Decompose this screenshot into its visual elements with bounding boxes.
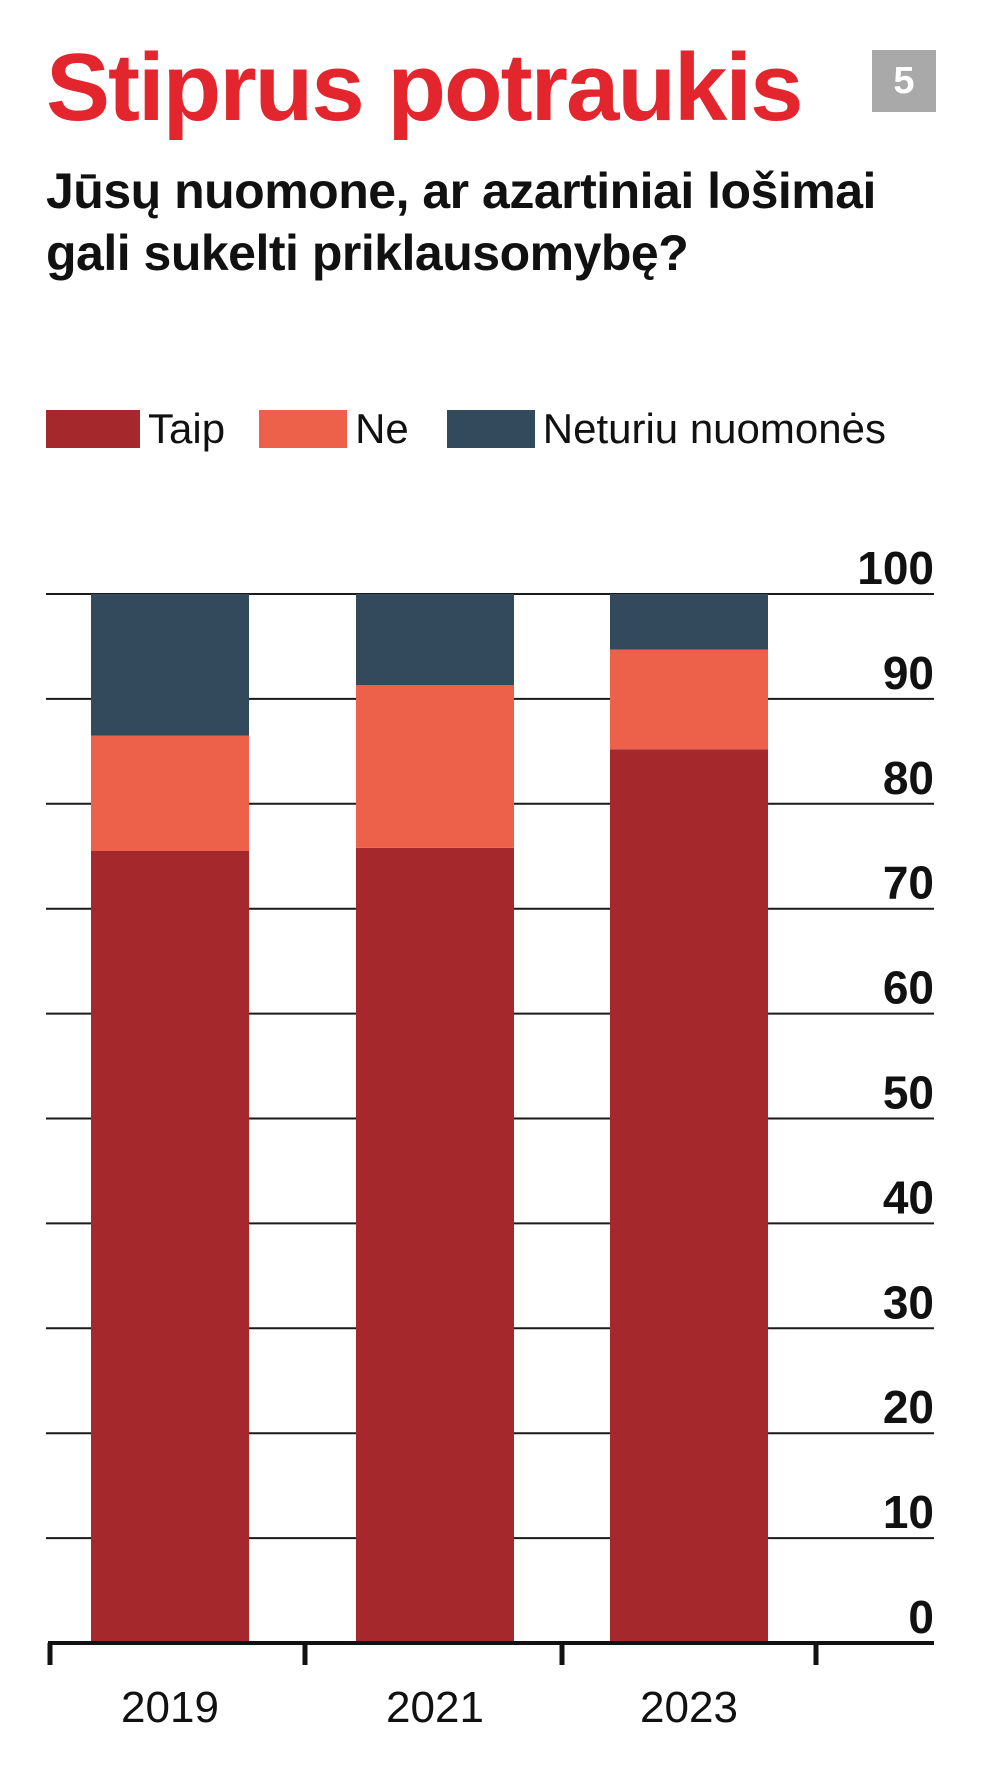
bar-segment [91, 735, 249, 852]
y-tick-label: 100 [857, 542, 934, 594]
y-tick-label: 20 [883, 1381, 934, 1433]
bar-segment [91, 594, 249, 736]
bar-segment [356, 594, 514, 686]
bar-segment [610, 649, 768, 750]
y-tick-label: 30 [883, 1276, 934, 1328]
bar-segment [610, 594, 768, 650]
legend-label-ne: Ne [355, 405, 409, 452]
legend-item-neturiu: Neturiu nuomonės [446, 405, 886, 452]
y-tick-label: 80 [883, 752, 934, 804]
legend-item-taip: Taip [46, 408, 225, 450]
chart-title: Stiprus potraukis [46, 34, 803, 141]
x-tick-label: 2023 [640, 1683, 738, 1732]
legend-item-ne: Ne [259, 408, 409, 450]
x-tick-label: 2021 [386, 1683, 484, 1732]
legend: Taip Ne Neturiu nuomonės [46, 408, 886, 450]
legend-swatch-ne [259, 410, 348, 448]
y-tick-label: 70 [883, 857, 934, 909]
legend-label-neturiu: Neturiu nuomonės [542, 405, 886, 452]
y-tick-label: 40 [883, 1171, 934, 1223]
y-tick-label: 50 [883, 1067, 934, 1119]
bar-segment [91, 851, 249, 1643]
page-number-badge: 5 [872, 50, 936, 112]
y-tick-label: 0 [908, 1591, 934, 1643]
bar-segment [610, 749, 768, 1643]
y-tick-label: 10 [883, 1486, 934, 1538]
legend-swatch-neturiu [446, 410, 535, 448]
x-tick-label: 2019 [121, 1683, 219, 1732]
bar-segment [356, 685, 514, 848]
y-tick-label: 60 [883, 962, 934, 1014]
legend-label-taip: Taip [148, 405, 226, 452]
chart-subtitle: Jūsų nuomone, ar azartiniai lošimai gali… [46, 163, 876, 281]
bar-segment [356, 847, 514, 1643]
y-tick-label: 90 [883, 647, 934, 699]
legend-swatch-taip [46, 410, 140, 448]
